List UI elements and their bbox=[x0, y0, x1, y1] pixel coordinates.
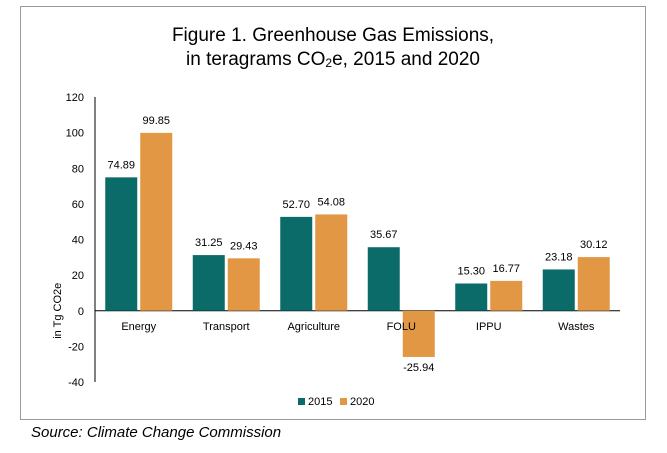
data-label-2015: 52.70 bbox=[282, 199, 310, 211]
data-label-2015: 15.30 bbox=[457, 265, 485, 277]
data-label-2015: 74.89 bbox=[107, 159, 135, 171]
bar-2015-agriculture bbox=[280, 216, 313, 311]
title-subscript: 2 bbox=[325, 56, 333, 70]
data-label-2020: 16.77 bbox=[492, 263, 520, 275]
category-label: Energy bbox=[121, 321, 156, 333]
bar-2020-energy bbox=[140, 132, 173, 311]
legend-label: 2015 bbox=[308, 396, 332, 408]
category-label: Wastes bbox=[558, 321, 595, 333]
legend-swatch-2015 bbox=[298, 398, 305, 405]
chart-title-line1: Figure 1. Greenhouse Gas Emissions, bbox=[171, 25, 495, 46]
legend-swatch-2020 bbox=[340, 398, 347, 405]
title-line2-post: e, 2015 and 2020 bbox=[332, 49, 480, 70]
data-label-2020: 29.43 bbox=[230, 240, 258, 252]
legend-label: 2020 bbox=[350, 396, 374, 408]
y-tick-label: 120 bbox=[66, 92, 84, 104]
bar-2020-folu bbox=[402, 310, 435, 357]
data-label-2015: 31.25 bbox=[195, 237, 223, 249]
data-label-2020: 99.85 bbox=[142, 115, 170, 127]
bar-2015-energy bbox=[105, 177, 138, 311]
y-axis-title: in Tg CO2e bbox=[52, 283, 64, 339]
bar-2015-transport bbox=[192, 255, 225, 311]
category-label: Agriculture bbox=[287, 321, 340, 333]
bar-2020-agriculture bbox=[315, 214, 348, 311]
y-tick-label: 80 bbox=[72, 163, 84, 175]
y-tick-label: 60 bbox=[72, 199, 84, 211]
data-label-2015: 35.67 bbox=[370, 229, 398, 241]
y-tick-label: -40 bbox=[68, 377, 84, 389]
data-label-2020: 30.12 bbox=[580, 239, 608, 251]
bar-2015-wastes bbox=[542, 269, 575, 311]
y-tick-label: 100 bbox=[66, 128, 84, 140]
y-tick-label: 20 bbox=[72, 270, 84, 282]
data-label-2015: 23.18 bbox=[545, 251, 573, 263]
chart-title-line2: in teragrams CO2e, 2015 and 2020 bbox=[20, 48, 646, 75]
data-label-2020: 54.08 bbox=[317, 196, 345, 208]
y-tick-label: 0 bbox=[78, 306, 84, 318]
category-label: IPPU bbox=[476, 321, 502, 333]
bar-2015-ippu bbox=[455, 283, 488, 311]
bar-2020-ippu bbox=[490, 280, 523, 311]
title-line2-pre: in teragrams CO bbox=[186, 49, 326, 70]
y-tick-label: 40 bbox=[72, 235, 84, 247]
data-label-2020: -25.94 bbox=[403, 362, 434, 374]
bar-2020-transport bbox=[227, 258, 260, 311]
source-note: Source: Climate Change Commission bbox=[31, 424, 282, 441]
category-label: FOLU bbox=[387, 321, 416, 333]
chart-title: Figure 1. Greenhouse Gas Emissions, in t… bbox=[20, 24, 646, 75]
category-label: Transport bbox=[203, 321, 250, 333]
bar-2015-folu bbox=[367, 247, 400, 311]
bar-2020-wastes bbox=[577, 257, 610, 311]
y-tick-label: -20 bbox=[68, 341, 84, 353]
